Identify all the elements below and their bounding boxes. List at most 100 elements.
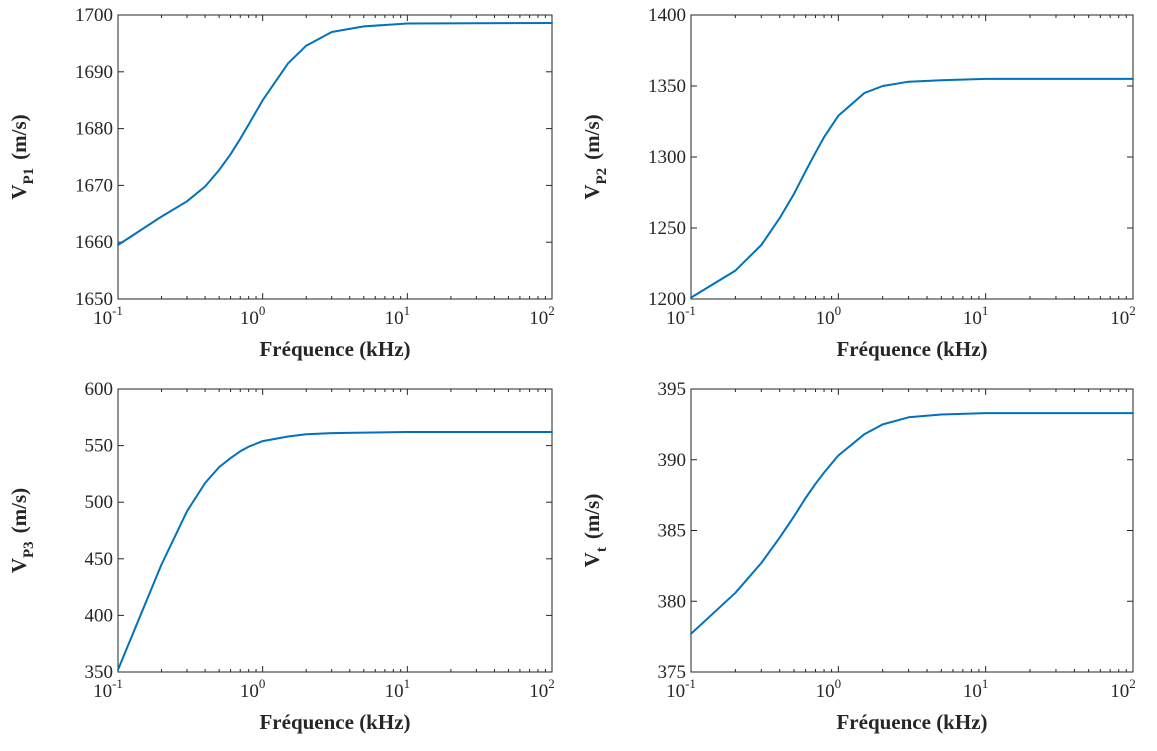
panel1-y-axis-subscript: P1 bbox=[21, 168, 37, 185]
panel2-x-tick-base: 10 bbox=[963, 308, 982, 329]
panel2-y-tick-label-1400: 1400 bbox=[648, 5, 686, 26]
panel2-x-tick-base: 10 bbox=[816, 308, 835, 329]
panel3-x-tick-base: 10 bbox=[529, 681, 548, 702]
panel4-x-axis-label: Fréquence (kHz) bbox=[836, 710, 987, 734]
panel1-axes-frame bbox=[117, 14, 553, 300]
panel4-axes-frame bbox=[690, 388, 1134, 673]
panel1-y-axis-symbol: V bbox=[7, 185, 31, 200]
panel3-y-tick-label-550: 550 bbox=[85, 436, 114, 457]
panel1-x-tick-base: 10 bbox=[93, 308, 112, 329]
panel2-x-tick-base: 10 bbox=[666, 308, 685, 329]
panel4-y-tick-label-380: 380 bbox=[658, 591, 687, 612]
panel3-y-axis-label: VP3 (m/s) bbox=[7, 488, 37, 573]
panel2-y-axis-unit: (m/s) bbox=[580, 114, 604, 160]
panel2-y-tick-label-1350: 1350 bbox=[648, 76, 686, 97]
panel3-x-tick-base: 10 bbox=[93, 681, 112, 702]
panel4-x-tick-exponent: 2 bbox=[1129, 676, 1136, 691]
panel1-y-tick-label-1690: 1690 bbox=[75, 62, 113, 83]
panel3-series-line-1 bbox=[117, 431, 553, 671]
panel4-y-tick-label-375: 375 bbox=[658, 662, 687, 683]
panel3-x-tick-exponent: 2 bbox=[548, 676, 555, 691]
panel2-y-tick-label-1200: 1200 bbox=[648, 289, 686, 310]
panel3-x-tick-base: 10 bbox=[385, 681, 404, 702]
panel4-y-axis-unit: (m/s) bbox=[580, 494, 604, 540]
panel4-x-tick-base: 10 bbox=[666, 681, 685, 702]
panel3-x-tick-label-0: 100 bbox=[240, 676, 266, 702]
panel3-x-tick-base: 10 bbox=[240, 681, 259, 702]
panel1-y-tick-label-1670: 1670 bbox=[75, 175, 113, 196]
panel3-x-tick-exponent: 1 bbox=[404, 676, 411, 691]
panel1-y-tick-label-1700: 1700 bbox=[75, 5, 113, 26]
panel3-y-tick-label-400: 400 bbox=[85, 605, 114, 626]
panel4-y-axis-symbol: V bbox=[580, 552, 604, 567]
panel4-y-axis-subscript: t bbox=[594, 547, 610, 552]
panel1-x-tick-label-2: 102 bbox=[529, 303, 555, 329]
panel2: 10-1 100 101 10212001250130013501400Fréquen… bbox=[580, 5, 1136, 361]
panel1-x-tick-label-1: 101 bbox=[385, 303, 411, 329]
panel4-x-tick-exponent: -1 bbox=[685, 676, 696, 691]
panel3-y-axis-unit: (m/s) bbox=[7, 488, 31, 534]
panel3-x-tick-exponent: -1 bbox=[112, 676, 123, 691]
panel3-y-tick-label-350: 350 bbox=[85, 662, 114, 683]
panel2-x-axis-label: Fréquence (kHz) bbox=[836, 337, 987, 361]
panel2-x-tick-label-1: 10-1 bbox=[666, 303, 696, 329]
panel4-y-tick-label-390: 390 bbox=[658, 450, 687, 471]
panel2-x-tick-exponent: 0 bbox=[835, 303, 842, 318]
panel3-x-axis-label: Fréquence (kHz) bbox=[259, 710, 410, 734]
panel4-x-tick-label-1: 101 bbox=[963, 676, 989, 702]
panel2-x-tick-exponent: -1 bbox=[685, 303, 696, 318]
panel1-x-tick-exponent: 2 bbox=[548, 303, 555, 318]
panel2-x-tick-exponent: 2 bbox=[1129, 303, 1136, 318]
panel1-y-tick-label-1650: 1650 bbox=[75, 289, 113, 310]
panel4-y-tick-label-395: 395 bbox=[658, 379, 687, 400]
panel4-x-tick-label-2: 102 bbox=[1110, 676, 1136, 702]
panel4-x-tick-base: 10 bbox=[1110, 681, 1129, 702]
panel1-x-tick-exponent: 1 bbox=[404, 303, 411, 318]
panel1-x-tick-base: 10 bbox=[240, 308, 259, 329]
panel4-series-line-1 bbox=[690, 412, 1134, 635]
panel2-y-axis-symbol: V bbox=[580, 185, 604, 200]
panel3-y-tick-label-500: 500 bbox=[85, 492, 114, 513]
panel2-x-tick-exponent: 1 bbox=[982, 303, 989, 318]
panel4-x-tick-label-1: 10-1 bbox=[666, 676, 696, 702]
panel1-x-tick-label-0: 100 bbox=[240, 303, 266, 329]
panel1-y-axis-unit: (m/s) bbox=[7, 114, 31, 160]
panel4-y-tick-label-385: 385 bbox=[658, 521, 687, 542]
panel2-y-tick-label-1250: 1250 bbox=[648, 218, 686, 239]
panel2-x-tick-label-2: 102 bbox=[1110, 303, 1136, 329]
panel3-y-tick-label-450: 450 bbox=[85, 549, 114, 570]
panel2-y-axis-label: VP2 (m/s) bbox=[580, 114, 610, 199]
panel1-series-line-1 bbox=[117, 22, 553, 246]
panel1-x-tick-label-1: 10-1 bbox=[93, 303, 123, 329]
panel4-x-tick-exponent: 1 bbox=[982, 676, 989, 691]
panel3-axes-frame bbox=[117, 388, 553, 673]
panel4-x-tick-base: 10 bbox=[816, 681, 835, 702]
panel1-x-tick-exponent: -1 bbox=[112, 303, 123, 318]
panel2-x-tick-base: 10 bbox=[1110, 308, 1129, 329]
panel1-y-tick-label-1660: 1660 bbox=[75, 232, 113, 253]
panel1-x-tick-base: 10 bbox=[385, 308, 404, 329]
panel2-x-tick-label-0: 100 bbox=[816, 303, 842, 329]
panel1: 10-1 100 101 102165016601670168016901700Fré… bbox=[7, 5, 555, 361]
panel3-y-axis-subscript: P3 bbox=[21, 541, 37, 558]
panel3-x-tick-label-1: 10-1 bbox=[93, 676, 123, 702]
panel2-y-tick-label-1300: 1300 bbox=[648, 147, 686, 168]
panel2-series-line-1 bbox=[690, 77, 1134, 299]
panel4-y-axis-label: Vt (m/s) bbox=[580, 494, 610, 568]
panel1-x-tick-base: 10 bbox=[529, 308, 548, 329]
panel1-y-axis-label: VP1 (m/s) bbox=[7, 114, 37, 199]
panel2-y-axis-subscript: P2 bbox=[594, 168, 610, 185]
panel4-x-tick-base: 10 bbox=[963, 681, 982, 702]
panel1-x-tick-exponent: 0 bbox=[259, 303, 266, 318]
panel3-x-tick-label-1: 101 bbox=[385, 676, 411, 702]
panel1-y-tick-label-1680: 1680 bbox=[75, 119, 113, 140]
panel4-x-tick-exponent: 0 bbox=[835, 676, 842, 691]
panel3-y-axis-symbol: V bbox=[7, 558, 31, 573]
panel2-x-tick-label-1: 101 bbox=[963, 303, 989, 329]
panel2-axes-frame bbox=[690, 14, 1134, 300]
panel1-x-axis-label: Fréquence (kHz) bbox=[259, 337, 410, 361]
panel3-y-tick-label-600: 600 bbox=[85, 379, 114, 400]
panel4-x-tick-label-0: 100 bbox=[816, 676, 842, 702]
